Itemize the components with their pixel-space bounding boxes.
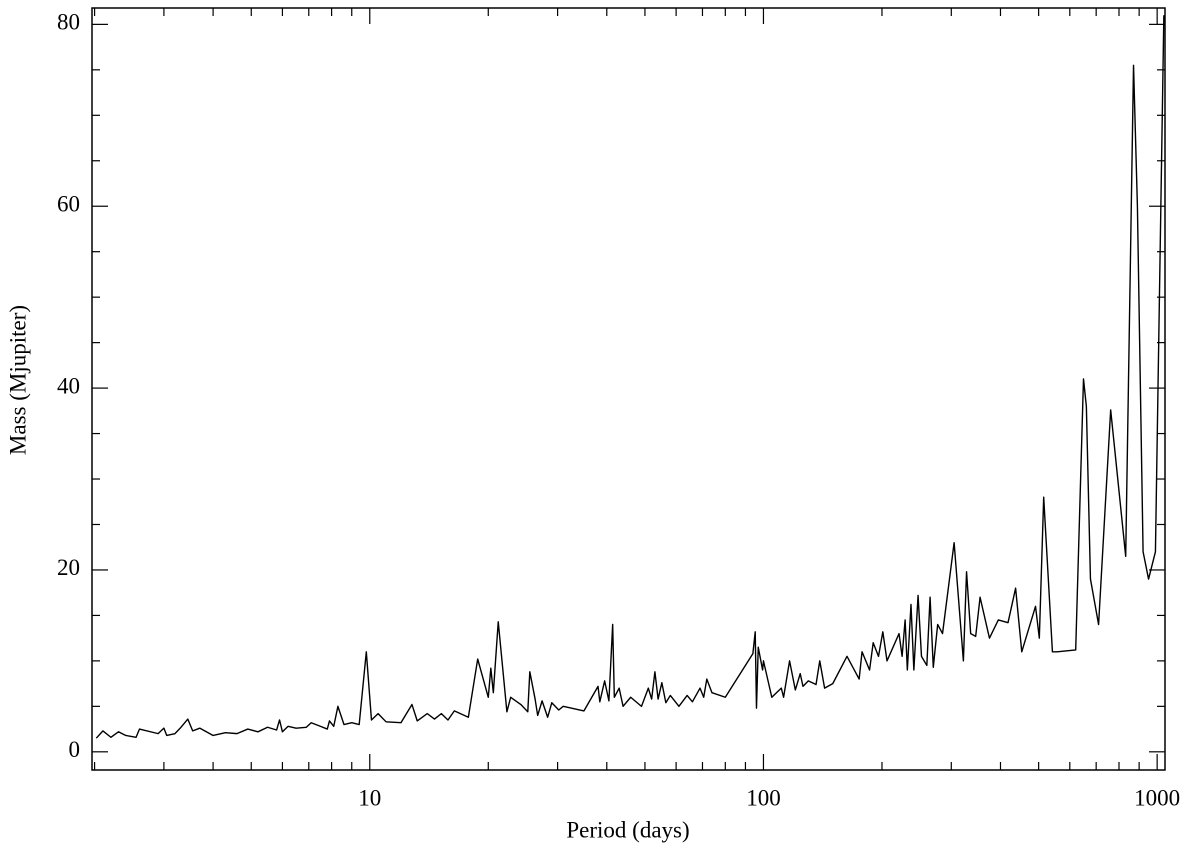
- x-tick-label: 10: [358, 785, 381, 810]
- data-line: [95, 15, 1165, 739]
- y-tick-label: 20: [57, 555, 80, 580]
- y-tick-label: 60: [57, 192, 80, 217]
- plot-frame: [91, 7, 1166, 771]
- x-axis-title: Period (days): [566, 817, 689, 842]
- y-tick-label: 0: [69, 737, 81, 762]
- x-tick-label: 1000: [1134, 785, 1180, 810]
- y-tick-label: 40: [57, 373, 80, 398]
- x-tick-label: 100: [746, 785, 781, 810]
- y-tick-label: 80: [57, 10, 80, 35]
- y-axis-title: Mass (Mjupiter): [5, 305, 30, 455]
